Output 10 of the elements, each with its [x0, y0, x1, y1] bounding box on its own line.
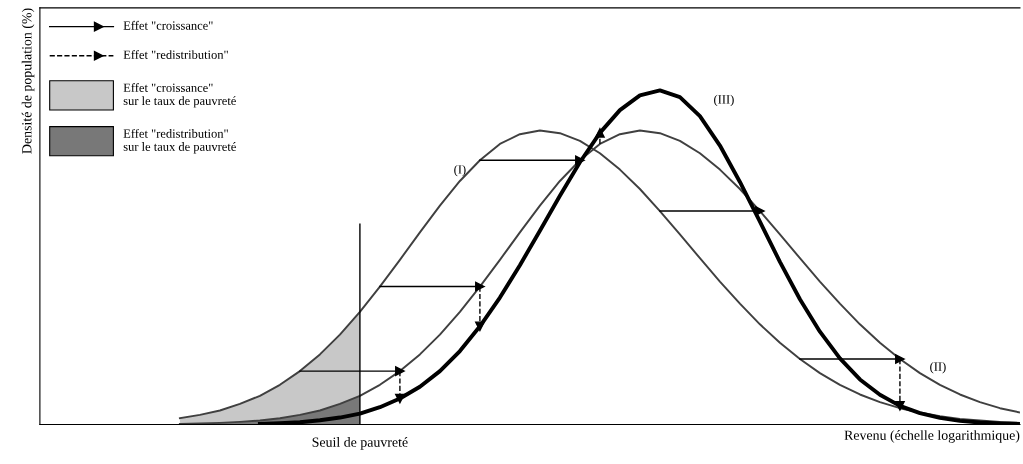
- text: Effet "croissance": [123, 20, 213, 30]
- series-label: (III): [714, 94, 734, 107]
- x-axis-title: Revenu (échelle logarithmique): [844, 430, 1020, 443]
- y-axis-title: Densité de population (%): [21, 8, 35, 154]
- annotation: Effet "redistribution" sur le taux de pauvreté: [123, 128, 236, 154]
- series-label: (I): [454, 164, 466, 177]
- series-label: (II): [930, 362, 946, 374]
- text: Effet "redistribution": [123, 50, 228, 59]
- text: Seuil de pauvreté: [312, 437, 408, 450]
- annotation: Effet "croissance" sur le taux de pauvreté: [123, 83, 236, 108]
